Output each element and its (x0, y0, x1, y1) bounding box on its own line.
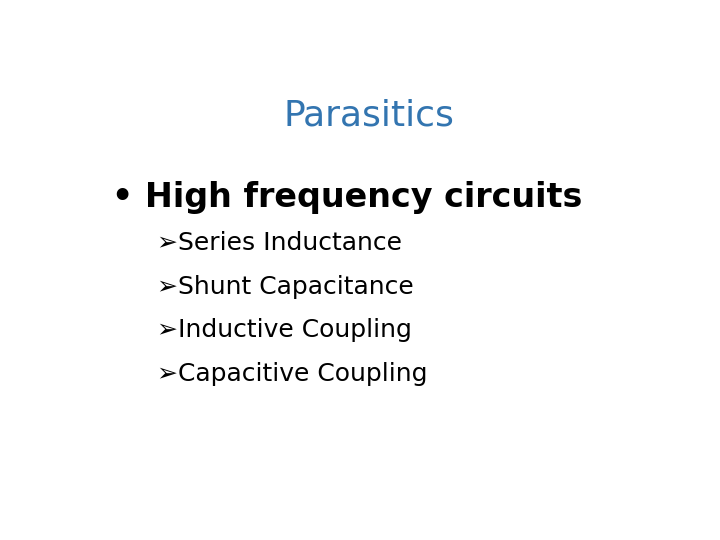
Text: ➢Series Inductance: ➢Series Inductance (157, 231, 402, 255)
Text: ➢Capacitive Coupling: ➢Capacitive Coupling (157, 362, 428, 386)
Text: Parasitics: Parasitics (284, 98, 454, 132)
Text: ➢Inductive Coupling: ➢Inductive Coupling (157, 319, 412, 342)
Text: • High frequency circuits: • High frequency circuits (112, 181, 582, 214)
Text: ➢Shunt Capacitance: ➢Shunt Capacitance (157, 275, 414, 299)
